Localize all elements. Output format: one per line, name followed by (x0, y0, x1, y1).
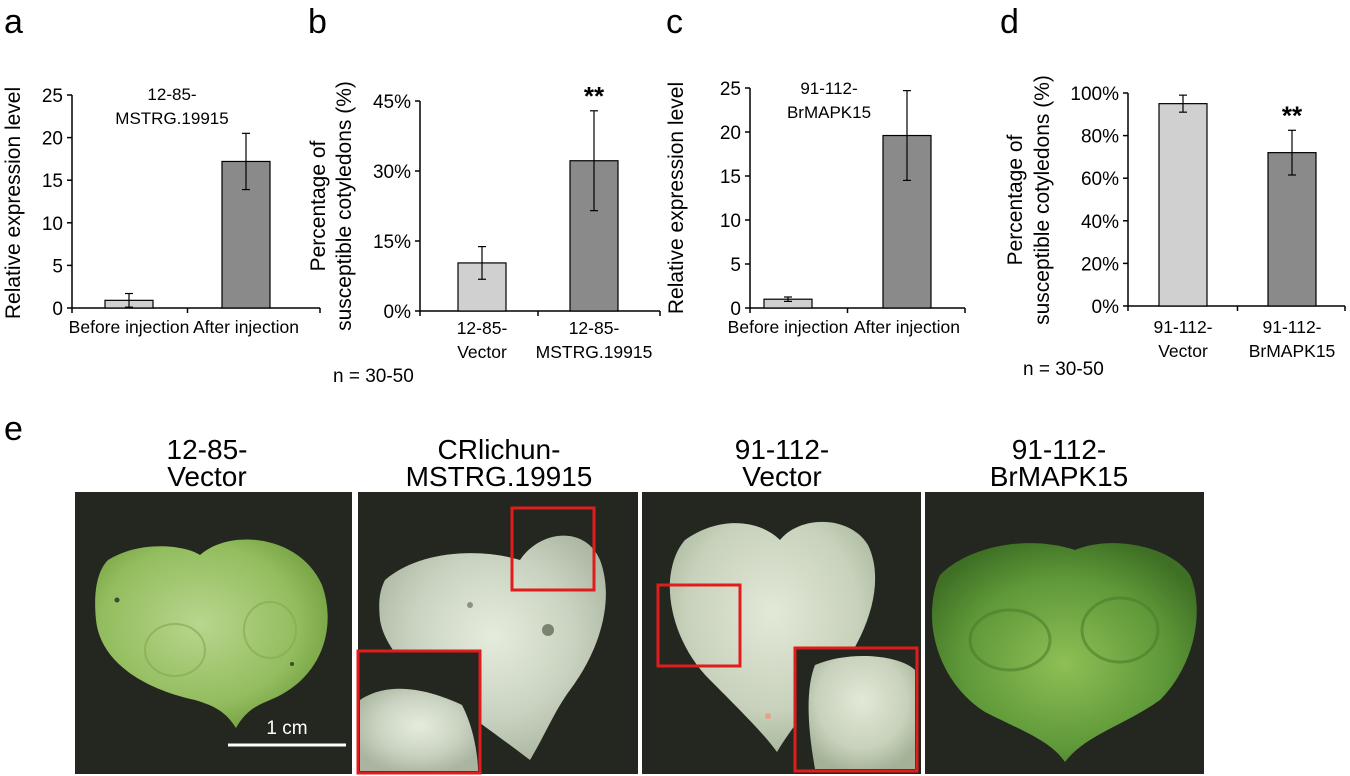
chart-annotation: BrMAPK15 (787, 103, 871, 122)
y-tick-label: 10 (42, 214, 63, 235)
y-tick-label: 20% (1081, 254, 1119, 275)
y-axis-label: Relative expression level (2, 87, 25, 319)
panel-label-c: c (666, 3, 683, 41)
x-category-label: 91-112- (1262, 317, 1321, 337)
photo-title-2-line2: MSTRG.19915 (406, 461, 593, 492)
panel-label-d: d (1000, 3, 1019, 41)
x-category-label: MSTRG.19915 (536, 342, 653, 362)
photo-title-1-line2: Vector (167, 461, 246, 492)
sample-size-note: n = 30-50 (333, 366, 414, 387)
y-tick-label: 0% (1092, 297, 1120, 318)
x-category-label: After injection (193, 317, 299, 337)
significance-mark: ** (1282, 100, 1303, 130)
y-tick-label: 0 (730, 299, 741, 320)
significance-mark: ** (584, 81, 605, 111)
x-category-label: Before injection (69, 317, 190, 337)
panel-label-a: a (4, 3, 23, 41)
sample-size-note: n = 30-50 (1023, 359, 1104, 380)
panel-label-b: b (308, 3, 327, 41)
y-tick-label: 0% (384, 302, 412, 323)
y-tick-label: 20 (42, 129, 63, 150)
y-axis-label-line: susceptible cotyledons (%) (1031, 75, 1054, 325)
bar (1267, 152, 1317, 307)
y-tick-label: 20 (720, 123, 741, 144)
y-axis-label-line: susceptible cotyledons (%) (333, 81, 356, 331)
chart-annotation: MSTRG.19915 (115, 109, 228, 128)
y-tick-label: 5 (730, 255, 741, 276)
y-tick-label: 60% (1081, 169, 1119, 190)
y-tick-label: 10 (720, 211, 741, 232)
x-category-label: BrMAPK15 (1249, 341, 1336, 361)
y-tick-label: 15 (720, 167, 741, 188)
y-tick-label: 100% (1070, 84, 1119, 105)
y-tick-label: 15 (42, 171, 63, 192)
x-category-label: 12-85- (569, 318, 620, 338)
x-category-label: Before injection (728, 317, 849, 337)
y-tick-label: 15% (373, 232, 411, 253)
x-category-label: Vector (1158, 341, 1208, 361)
bar (1158, 103, 1208, 307)
photo-title-4-line2: BrMAPK15 (990, 461, 1129, 492)
photo-91-112-brmapk15 (925, 492, 1204, 774)
chart-panel-b: 0% 15% 30% 45% Percentage of susceptible coty… (307, 81, 661, 387)
photo-12-85-vector: 1 cm (75, 492, 352, 774)
zoom-box-small (656, 583, 742, 668)
chart-annotation: 91-112- (800, 79, 857, 98)
chart-panel-d: 0% 20% 40% 60% 80% 100% Percentage of susceptib… (1004, 75, 1346, 380)
x-category-label: After injection (854, 317, 960, 337)
chart-panel-a: 0 5 10 15 20 25 Relative expression level Befor… (2, 85, 321, 337)
scale-bar-label: 1 cm (266, 718, 307, 739)
y-tick-label: 40% (1081, 212, 1119, 233)
zoom-box-small (510, 506, 596, 592)
chart-annotation: 12-85- (147, 85, 196, 104)
chart-panel-c: 0 5 10 15 20 25 Relative expression level Befor… (665, 79, 966, 337)
y-tick-label: 30% (373, 162, 411, 183)
x-category-label: 12-85- (457, 318, 508, 338)
y-tick-label: 25 (42, 86, 63, 107)
y-tick-label: 0 (52, 299, 63, 320)
photo-91-112-vector (642, 492, 921, 774)
y-axis-label-line: Percentage of (307, 140, 330, 271)
photo-title-2-line1: CRlichun- (438, 434, 561, 465)
photo-title-3-line2: Vector (742, 461, 821, 492)
photo-title-4-line1: 91-112- (1012, 434, 1106, 465)
y-tick-label: 5 (52, 256, 63, 277)
panel-label-e: e (4, 410, 23, 448)
photo-title-1-line1: 12-85- (167, 434, 248, 465)
y-tick-label: 25 (720, 79, 741, 100)
photo-title-3-line1: 91-112- (735, 434, 829, 465)
x-category-label: 91-112- (1153, 317, 1212, 337)
y-axis-label: Relative expression level (665, 82, 688, 314)
photo-crlichun-mstrg-19915 (356, 492, 638, 775)
y-tick-label: 45% (373, 92, 411, 113)
x-category-label: Vector (457, 342, 507, 362)
y-axis-label-line: Percentage of (1004, 134, 1027, 265)
y-tick-label: 80% (1081, 127, 1119, 148)
